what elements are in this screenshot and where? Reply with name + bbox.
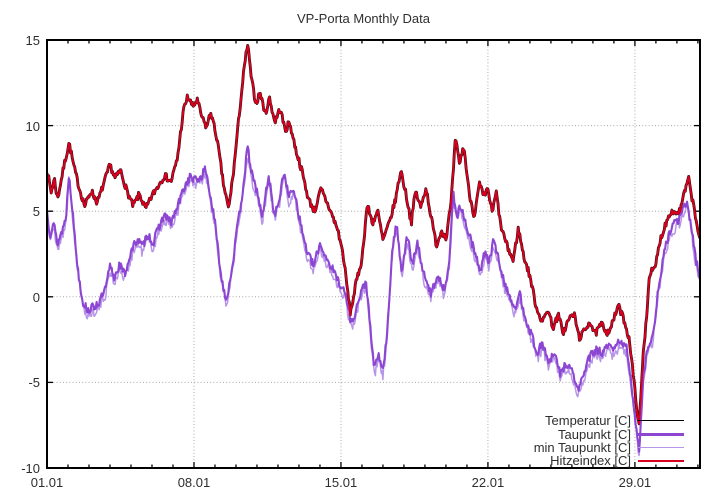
legend-line-swatch — [638, 459, 684, 462]
grid — [47, 40, 700, 468]
legend-line-swatch — [638, 432, 684, 436]
legend-item-hitzeindex-c: Hitzeindex [C] — [534, 453, 684, 469]
y-tick-label: 15 — [25, 33, 40, 48]
series-line-taupunkt-c — [47, 145, 700, 453]
legend-line-swatch — [638, 419, 684, 422]
legend: Temperatur [C] Taupunkt [C] min Taupunkt [… — [533, 413, 684, 469]
y-tick-label: -5 — [28, 375, 40, 391]
y-tick-label: -10 — [21, 461, 40, 476]
x-tick-label: 22.01 — [471, 475, 505, 490]
plot-border — [46, 39, 701, 469]
y-tick-label: 0 — [32, 289, 40, 305]
legend-item-temperatur-c: Temperatur [C] — [534, 413, 684, 429]
chart-title: VP-Porta Monthly Data — [297, 11, 430, 26]
axis-ticks — [46, 39, 700, 469]
series-line-hitzeindex-c — [47, 44, 700, 425]
x-tick-label: 08.01 — [177, 475, 211, 490]
legend-label: Temperatur [C] — [545, 413, 631, 429]
legend-label: Taupunkt [C] — [558, 426, 631, 442]
legend-line-swatch — [638, 446, 684, 449]
legend-label: min Taupunkt [C] — [533, 439, 631, 455]
y-tick-label: 10 — [25, 118, 40, 134]
y-tick-label: 5 — [32, 204, 40, 220]
series-lines — [47, 44, 700, 457]
legend-label: Hitzeindex [C] — [550, 453, 631, 469]
x-tick-label: 29.01 — [618, 475, 652, 490]
legend-item-min-taupunkt-c: min Taupunkt [C] — [533, 439, 684, 455]
x-tick-label: 15.01 — [324, 475, 358, 490]
x-tick-label: 01.01 — [30, 475, 64, 490]
legend-item-taupunkt-c: Taupunkt [C] — [534, 426, 684, 442]
